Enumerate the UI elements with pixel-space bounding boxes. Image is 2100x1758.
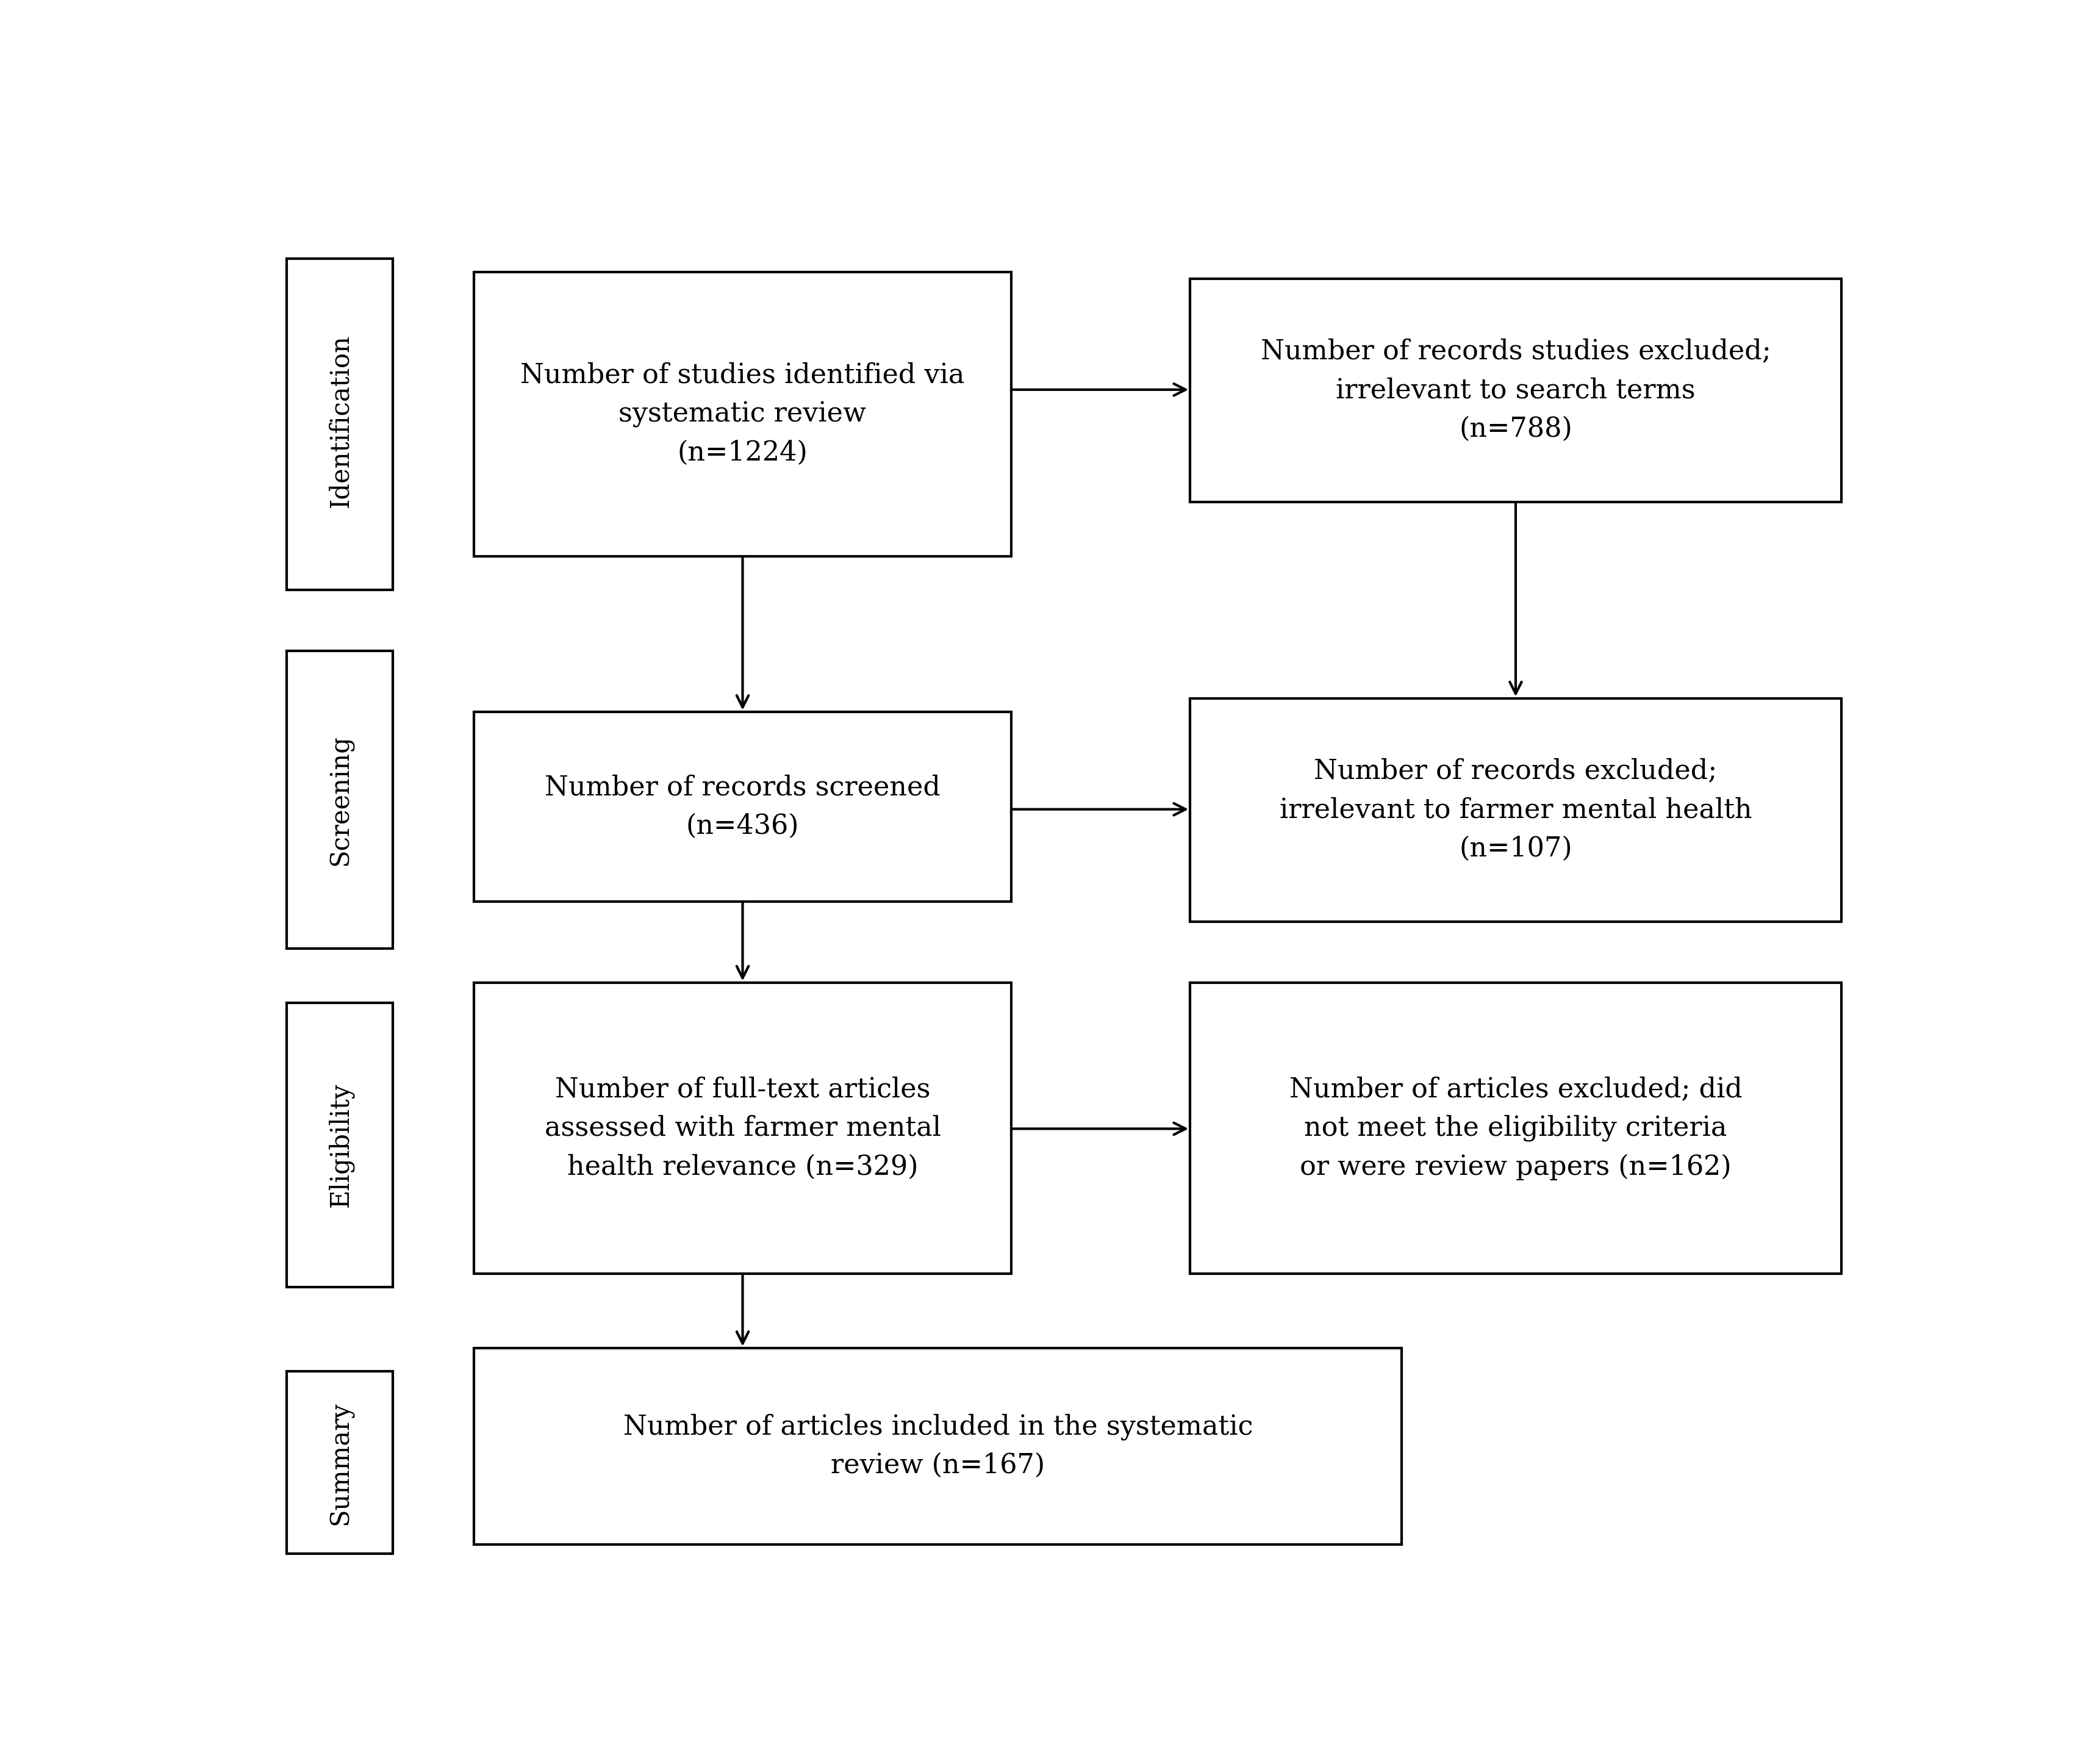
Bar <box>475 272 1012 556</box>
Text: Number of records studies excluded;
irrelevant to search terms
(n=788): Number of records studies excluded; irre… <box>1260 338 1770 443</box>
Bar <box>288 1002 393 1287</box>
Bar <box>475 1348 1403 1544</box>
Text: Number of full-text articles
assessed with farmer mental
health relevance (n=329: Number of full-text articles assessed wi… <box>544 1076 941 1180</box>
Bar <box>288 1371 393 1554</box>
Text: Identification: Identification <box>328 334 353 508</box>
Text: Number of articles included in the systematic
review (n=167): Number of articles included in the syste… <box>624 1413 1254 1478</box>
Text: Number of articles excluded; did
not meet the eligibility criteria
or were revie: Number of articles excluded; did not mee… <box>1289 1076 1743 1180</box>
Text: Screening: Screening <box>328 735 353 865</box>
Bar <box>475 983 1012 1273</box>
Bar <box>1191 983 1842 1273</box>
Text: Eligibility: Eligibility <box>328 1083 353 1208</box>
Bar <box>288 650 393 949</box>
Text: Number of studies identified via
systematic review
(n=1224): Number of studies identified via systema… <box>521 362 964 466</box>
Bar <box>288 258 393 591</box>
Text: Summary: Summary <box>328 1401 353 1524</box>
Text: Number of records excluded;
irrelevant to farmer mental health
(n=107): Number of records excluded; irrelevant t… <box>1279 758 1751 861</box>
Bar <box>1191 698 1842 921</box>
Bar <box>1191 280 1842 503</box>
Text: Number of records screened
(n=436): Number of records screened (n=436) <box>544 774 941 839</box>
Bar <box>475 712 1012 902</box>
